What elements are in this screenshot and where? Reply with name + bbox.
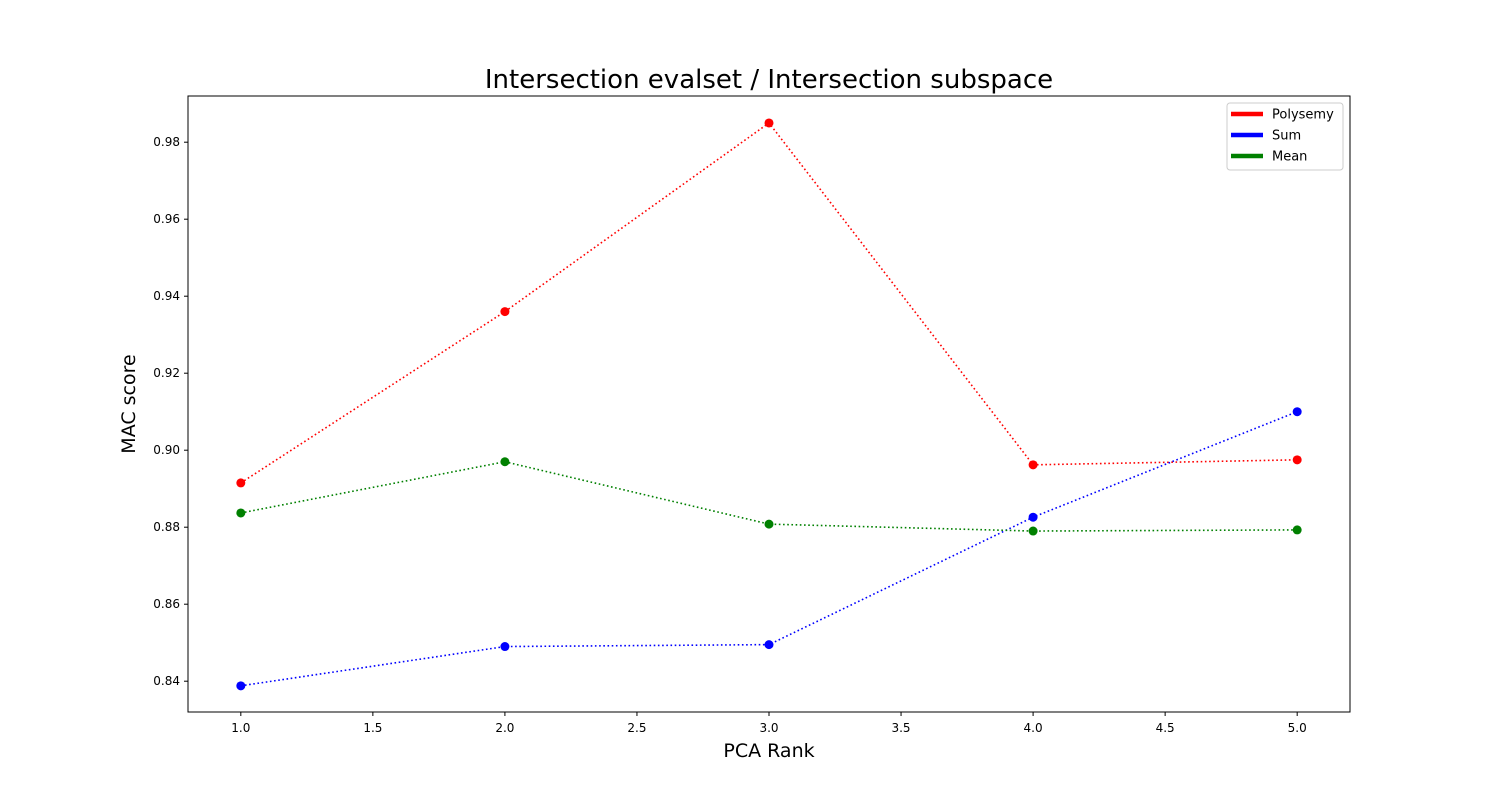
legend-label-sum: Sum bbox=[1272, 129, 1301, 144]
data-point-polysemy bbox=[500, 307, 510, 317]
x-tick-label: 1.0 bbox=[231, 721, 250, 735]
series-group bbox=[236, 118, 1302, 691]
data-point-polysemy bbox=[236, 478, 246, 488]
data-point-polysemy bbox=[1028, 460, 1038, 470]
data-point-sum bbox=[1292, 407, 1302, 417]
x-tick-label: 4.5 bbox=[1156, 721, 1175, 735]
x-tick-label: 3.0 bbox=[759, 721, 778, 735]
data-point-sum bbox=[236, 681, 246, 691]
x-tick-label: 4.0 bbox=[1024, 721, 1043, 735]
legend-box bbox=[1226, 102, 1344, 171]
data-point-polysemy bbox=[764, 118, 774, 128]
y-tick-label: 0.84 bbox=[153, 674, 180, 688]
y-tick-label: 0.92 bbox=[153, 366, 180, 380]
x-tick-label: 2.0 bbox=[495, 721, 514, 735]
axes: 1.0 1.5 2.0 2.5 3.0 3.5 4.0 4.5 5.0 0.84 0.86 0.88 0… bbox=[153, 135, 1306, 735]
legend-label-polysemy: Polysemy bbox=[1272, 108, 1334, 123]
y-axis-label: MAC score bbox=[118, 354, 140, 453]
data-point-mean bbox=[764, 519, 774, 529]
data-point-sum bbox=[764, 640, 774, 650]
y-tick-label: 0.88 bbox=[153, 520, 180, 534]
x-tick-label: 3.5 bbox=[891, 721, 910, 735]
x-tick-label: 2.5 bbox=[627, 721, 646, 735]
series-line-sum bbox=[240, 410, 1298, 687]
legend-label-mean: Mean bbox=[1272, 150, 1307, 165]
data-point-sum bbox=[1028, 512, 1038, 522]
y-tick-label: 0.94 bbox=[153, 289, 180, 303]
y-tick-label: 0.90 bbox=[153, 443, 180, 457]
series-polysemy bbox=[236, 118, 1302, 488]
y-tick-label: 0.98 bbox=[153, 135, 180, 149]
legend: Polysemy Sum Mean bbox=[1226, 102, 1344, 171]
series-line-polysemy bbox=[240, 121, 1298, 484]
data-point-sum bbox=[500, 642, 510, 652]
x-axis-label: PCA Rank bbox=[723, 740, 814, 762]
data-point-mean bbox=[500, 457, 510, 467]
x-tick-label: 5.0 bbox=[1288, 721, 1307, 735]
data-point-polysemy bbox=[1292, 455, 1302, 465]
data-point-mean bbox=[236, 508, 246, 518]
series-sum bbox=[236, 407, 1302, 691]
y-tick-label: 0.86 bbox=[153, 597, 180, 611]
data-point-mean bbox=[1028, 526, 1038, 536]
y-tick-label: 0.96 bbox=[153, 212, 180, 226]
data-point-mean bbox=[1292, 525, 1302, 535]
chart-title: Intersection evalset / Intersection subs… bbox=[485, 65, 1053, 95]
x-tick-label: 1.5 bbox=[363, 721, 382, 735]
plot-frame bbox=[187, 95, 1351, 713]
series-mean bbox=[236, 457, 1302, 536]
